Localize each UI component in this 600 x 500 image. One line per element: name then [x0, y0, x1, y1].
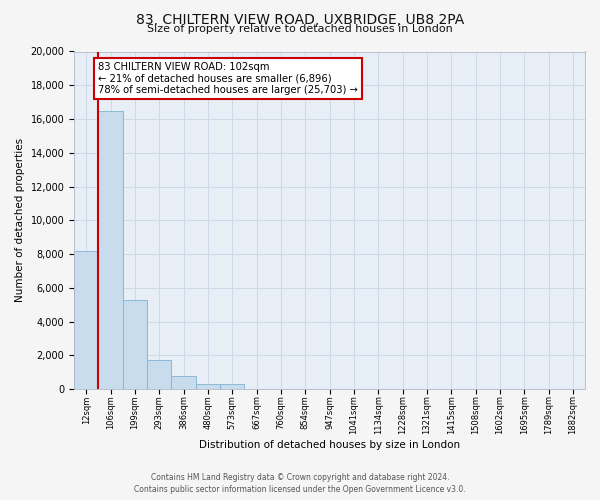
Bar [123, 300, 147, 389]
Text: Size of property relative to detached houses in London: Size of property relative to detached ho… [147, 24, 453, 34]
Text: Contains HM Land Registry data © Crown copyright and database right 2024.
Contai: Contains HM Land Registry data © Crown c… [134, 472, 466, 494]
Text: 83 CHILTERN VIEW ROAD: 102sqm
← 21% of detached houses are smaller (6,896)
78% o: 83 CHILTERN VIEW ROAD: 102sqm ← 21% of d… [98, 62, 358, 95]
Y-axis label: Number of detached properties: Number of detached properties [15, 138, 25, 302]
Bar [98, 110, 123, 389]
Text: 83, CHILTERN VIEW ROAD, UXBRIDGE, UB8 2PA: 83, CHILTERN VIEW ROAD, UXBRIDGE, UB8 2P… [136, 12, 464, 26]
Bar [196, 384, 220, 389]
Bar [172, 376, 196, 389]
X-axis label: Distribution of detached houses by size in London: Distribution of detached houses by size … [199, 440, 460, 450]
Bar [220, 384, 244, 389]
Bar [147, 360, 172, 389]
Bar [74, 250, 98, 389]
